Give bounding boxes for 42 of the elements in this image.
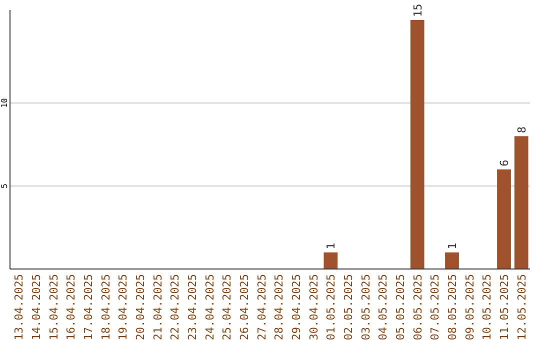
data-label: 1 bbox=[324, 242, 338, 250]
x-tick-label: 28.04.2025 bbox=[272, 274, 286, 340]
bar bbox=[324, 252, 338, 269]
x-tick-label: 29.04.2025 bbox=[290, 274, 303, 340]
x-tick-label: 13.04.2025 bbox=[12, 274, 26, 340]
x-tick-label: 15.04.2025 bbox=[47, 274, 60, 340]
data-label: 8 bbox=[515, 126, 528, 134]
x-tick-label: 27.04.2025 bbox=[255, 274, 268, 340]
x-tick-label: 20.04.2025 bbox=[134, 274, 147, 340]
x-tick-label: 01.05.2025 bbox=[324, 274, 338, 340]
x-tick-label: 02.05.2025 bbox=[342, 274, 355, 340]
x-tick-label: 30.04.2025 bbox=[307, 274, 320, 340]
x-tick-label: 24.04.2025 bbox=[203, 274, 216, 340]
x-tick-label: 18.04.2025 bbox=[99, 274, 112, 340]
x-tick-label: 08.05.2025 bbox=[446, 274, 459, 340]
data-label: 6 bbox=[498, 160, 511, 166]
x-tick-label: 03.05.2025 bbox=[359, 274, 372, 340]
x-tick-label: 21.04.2025 bbox=[151, 274, 164, 340]
x-tick-label: 19.04.2025 bbox=[116, 274, 130, 340]
x-tick-label: 07.05.2025 bbox=[428, 274, 442, 340]
x-tick-label: 04.05.2025 bbox=[376, 274, 390, 340]
x-tick-label: 22.04.2025 bbox=[168, 274, 182, 340]
y-tick-label: 10 bbox=[0, 98, 9, 108]
x-tick-label: 26.04.2025 bbox=[238, 274, 251, 340]
x-tick-label: 23.04.2025 bbox=[186, 274, 199, 340]
data-label: 1 bbox=[446, 242, 459, 250]
bar bbox=[410, 20, 424, 269]
x-tick-label: 14.04.2025 bbox=[30, 274, 43, 340]
x-tick-label: 17.04.2025 bbox=[82, 274, 95, 340]
x-tick-label: 06.05.2025 bbox=[411, 274, 424, 340]
x-tick-label: 25.04.2025 bbox=[220, 274, 234, 340]
x-tick-label: 16.04.2025 bbox=[64, 274, 78, 340]
x-tick-label: 12.05.2025 bbox=[515, 274, 528, 340]
x-tick-label: 11.05.2025 bbox=[498, 274, 511, 340]
data-label: 15 bbox=[411, 4, 424, 17]
bar bbox=[445, 252, 459, 269]
bar bbox=[497, 169, 511, 269]
x-tick-label: 10.05.2025 bbox=[480, 274, 494, 340]
bar bbox=[514, 136, 528, 269]
x-tick-label: 09.05.2025 bbox=[463, 274, 476, 340]
y-tick-label: 5 bbox=[0, 183, 9, 188]
x-tick-label: 05.05.2025 bbox=[394, 274, 407, 340]
